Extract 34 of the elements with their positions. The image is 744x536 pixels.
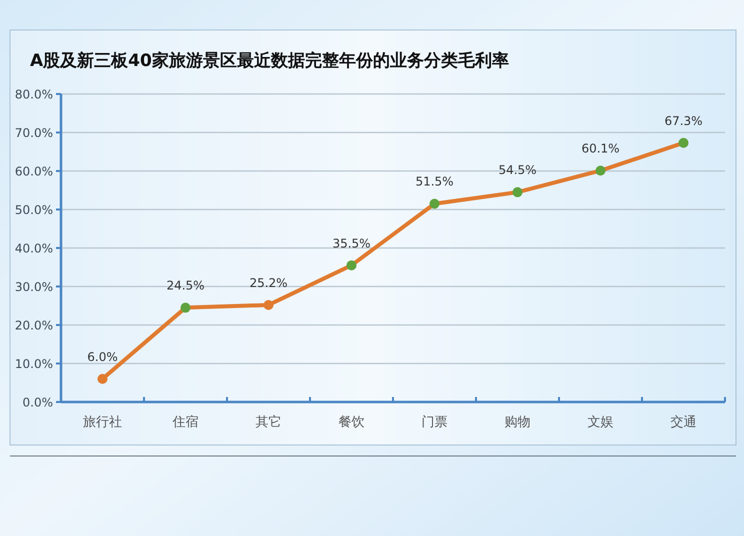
x-tick-label: 购物 [504, 415, 530, 430]
x-tick-label: 门票 [422, 414, 448, 430]
data-label: 51.5% [415, 174, 454, 189]
y-tick-label: 70.0% [14, 126, 53, 140]
y-tick-label: 0.0% [22, 396, 53, 410]
y-tick-label: 20.0% [14, 318, 53, 332]
data-label: 25.2% [249, 276, 288, 290]
point [678, 138, 688, 148]
point [346, 260, 356, 270]
y-tick-label: 30.0% [14, 280, 53, 294]
point [180, 302, 190, 313]
y-tick-label: 40.0% [14, 242, 53, 256]
data-label: 54.5% [498, 163, 537, 178]
data-label: 6.0% [87, 350, 118, 364]
point [98, 374, 108, 384]
data-label: 67.3% [664, 114, 703, 128]
y-tick-label: 50.0% [14, 203, 53, 217]
x-tick-label: 餐饮 [338, 415, 364, 430]
data-label: 24.5% [166, 278, 205, 293]
x-tick-label: 其它 [256, 414, 282, 430]
x-tick-label: 住宿 [172, 414, 198, 430]
y-tick-label: 80.0% [14, 88, 53, 102]
point [596, 166, 606, 176]
chart-title: A股及新三板40家旅游景区最近数据完整年份的业务分类毛利率 [30, 51, 509, 71]
x-tick-label: 文娱 [588, 415, 614, 430]
y-tick-label: 10.0% [14, 357, 53, 371]
point [264, 300, 274, 310]
data-label: 35.5% [332, 236, 371, 250]
point [430, 198, 440, 209]
x-tick-label: 交通 [670, 414, 696, 430]
point [512, 187, 522, 198]
y-tick-label: 60.0% [14, 164, 53, 178]
x-tick-label: 旅行社 [83, 415, 122, 430]
data-label: 60.1% [581, 142, 620, 156]
